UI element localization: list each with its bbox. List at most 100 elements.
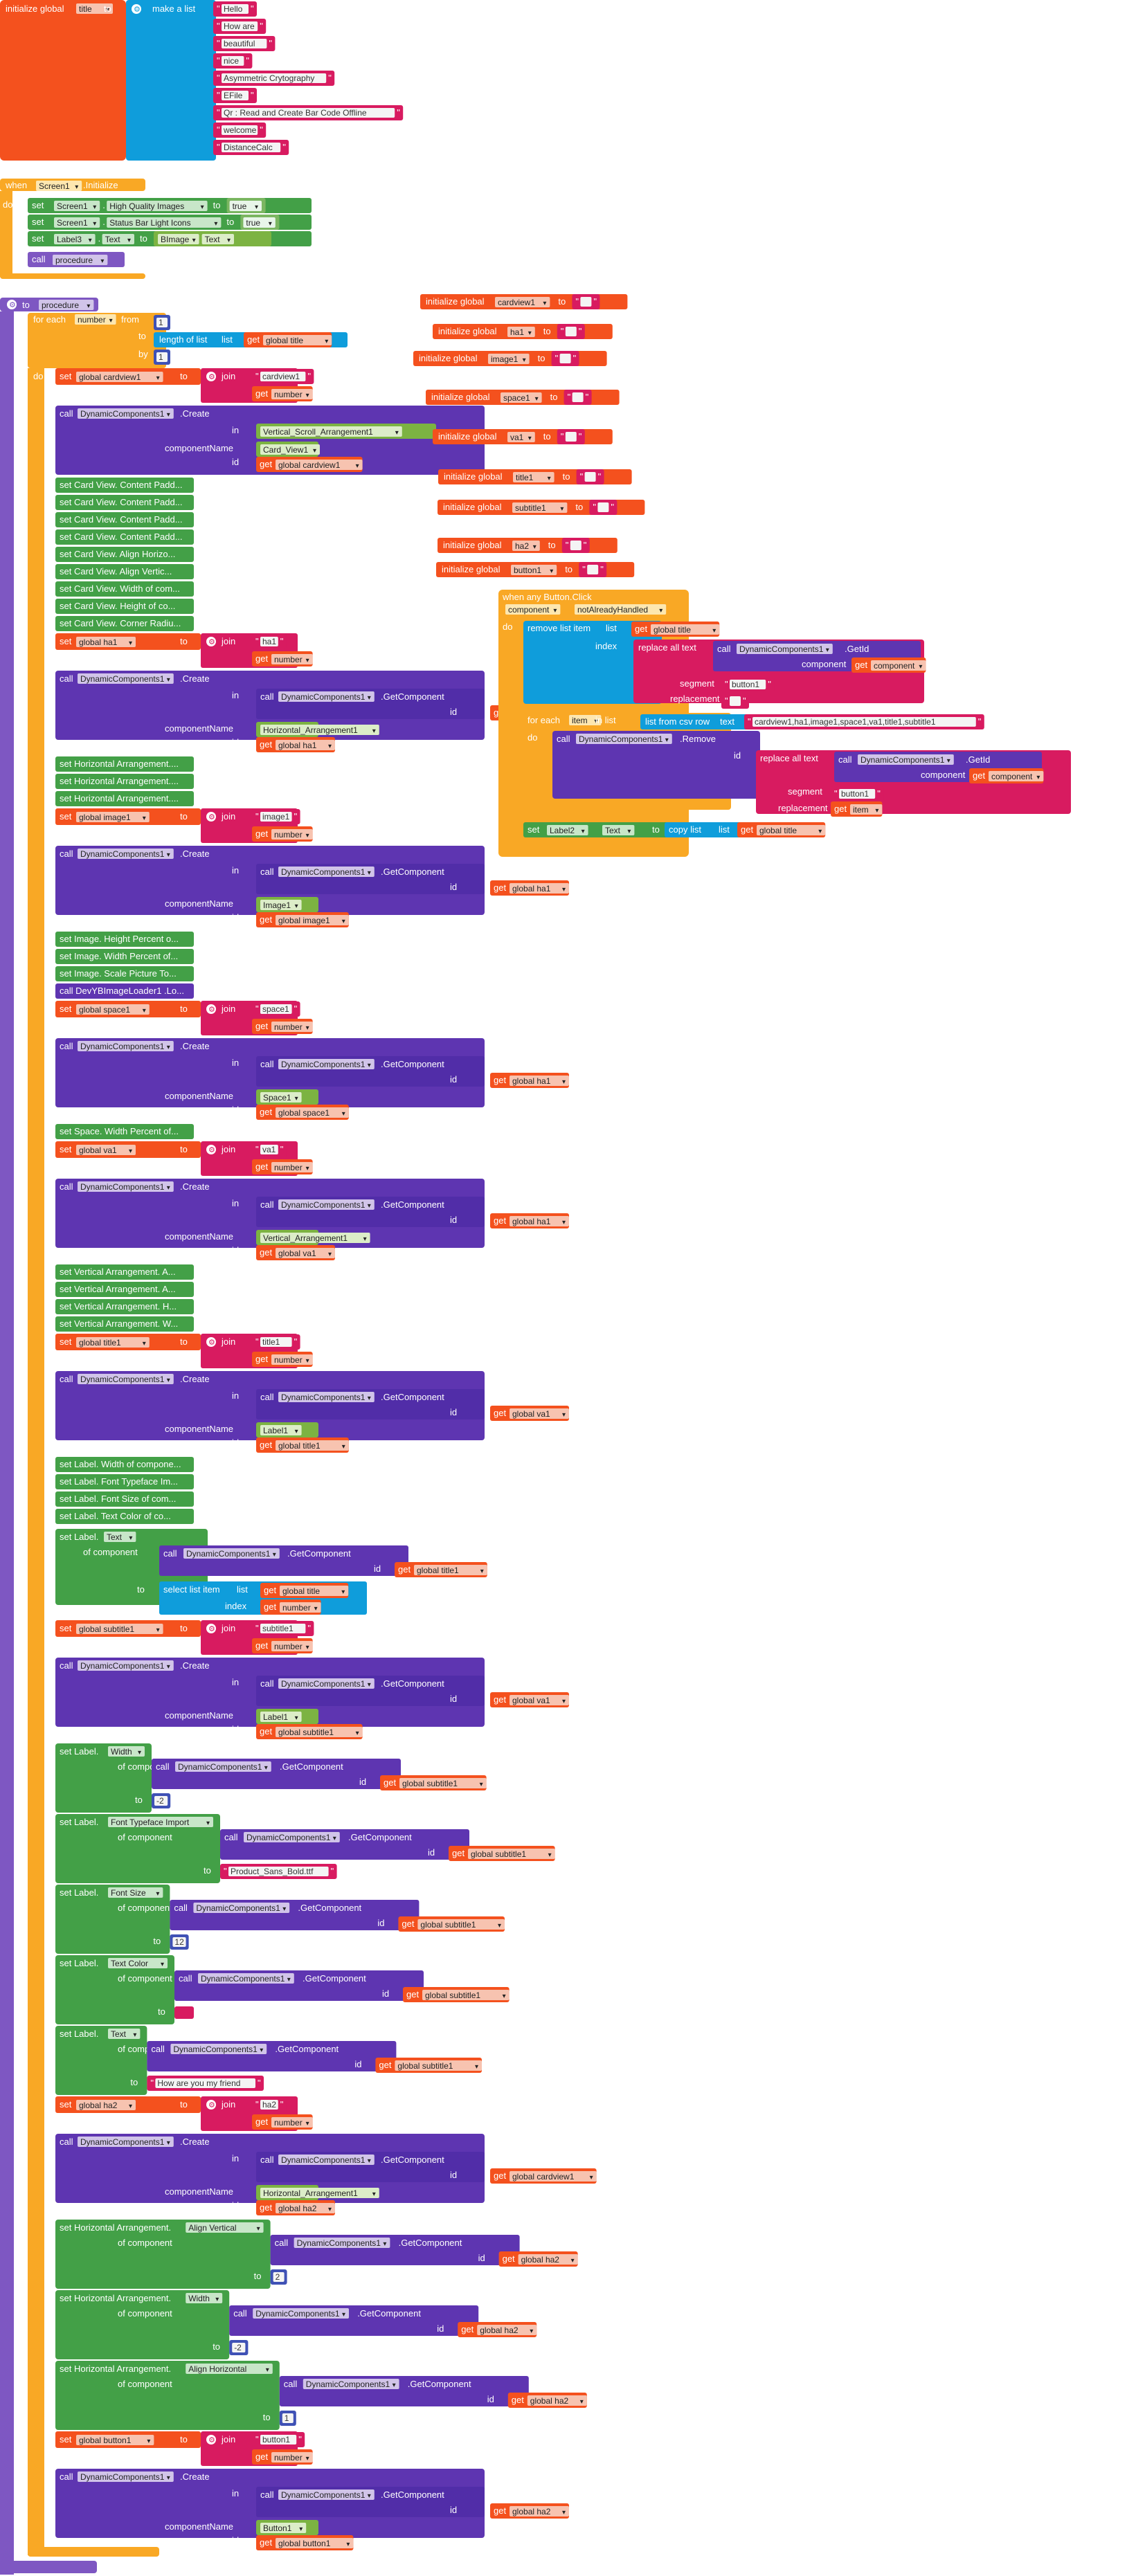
dropdown-field[interactable]	[510, 2506, 569, 2516]
dropdown-field[interactable]	[303, 2379, 399, 2389]
set-generic-property-block[interactable]	[55, 1814, 220, 1883]
dropdown-field[interactable]	[280, 1586, 349, 1596]
dropdown-field[interactable]	[278, 1059, 375, 1069]
mutator-gear-icon[interactable]	[206, 812, 216, 822]
mutator-gear-icon[interactable]	[206, 1337, 216, 1347]
dropdown-field[interactable]	[757, 825, 826, 835]
dropdown-field[interactable]	[276, 915, 349, 925]
text-field[interactable]	[260, 812, 292, 822]
text-field[interactable]	[559, 354, 571, 363]
var-name-field[interactable]	[513, 472, 555, 482]
init-global-title-block[interactable]	[0, 0, 126, 161]
set-property-collapsed-block[interactable]	[55, 1474, 194, 1489]
dropdown-field[interactable]	[54, 201, 100, 211]
dropdown-field[interactable]	[263, 335, 332, 345]
dropdown-field[interactable]	[271, 1162, 313, 1172]
dropdown-field[interactable]	[253, 2308, 349, 2319]
dropdown-field[interactable]	[108, 1817, 213, 1827]
set-generic-property-block[interactable]	[55, 1743, 152, 1813]
set-property-collapsed-block[interactable]	[55, 547, 194, 562]
text-field[interactable]	[260, 1337, 292, 1347]
set-generic-property-block[interactable]	[55, 2026, 147, 2095]
dropdown-field[interactable]	[278, 1199, 375, 1210]
dropdown-field[interactable]	[108, 2029, 141, 2039]
text-field[interactable]	[260, 2100, 278, 2110]
set-property-collapsed-block[interactable]	[55, 1282, 194, 1297]
dropdown-field[interactable]	[276, 2538, 354, 2548]
dropdown-field[interactable]	[518, 2254, 578, 2265]
dropdown-field[interactable]	[108, 1958, 168, 1968]
dropdown-field[interactable]	[276, 740, 335, 750]
dropdown-field[interactable]	[271, 2452, 313, 2462]
dropdown-field[interactable]	[294, 2238, 390, 2248]
dropdown-field[interactable]	[108, 1887, 163, 1898]
dropdown-field[interactable]	[989, 771, 1044, 781]
dropdown-field[interactable]	[278, 691, 375, 702]
dropdown-field[interactable]	[276, 1440, 349, 1451]
dropdown-field[interactable]	[201, 234, 234, 244]
text-field[interactable]	[752, 717, 976, 727]
dropdown-field[interactable]	[260, 2188, 379, 2198]
dropdown-field[interactable]	[576, 734, 672, 744]
set-property-collapsed-block[interactable]	[55, 478, 194, 493]
dropdown-field[interactable]	[417, 1919, 505, 1930]
dynamic-create-block[interactable]	[55, 406, 485, 475]
dropdown-field[interactable]	[651, 624, 720, 635]
set-property-collapsed-block[interactable]	[55, 616, 194, 631]
text-field[interactable]	[597, 502, 609, 512]
set-property-collapsed-block[interactable]	[55, 966, 194, 981]
number-field[interactable]	[154, 1796, 168, 1806]
dropdown-field[interactable]	[260, 2523, 307, 2533]
text-field[interactable]	[572, 392, 584, 402]
dropdown-field[interactable]	[527, 2395, 587, 2406]
text-field[interactable]	[570, 541, 581, 550]
dropdown-field[interactable]	[737, 644, 833, 654]
set-property-collapsed-block[interactable]	[55, 581, 194, 597]
dropdown-field[interactable]	[54, 217, 100, 228]
dropdown-field[interactable]	[76, 1145, 136, 1155]
remove-list-item-block[interactable]	[523, 621, 662, 704]
dropdown-field[interactable]	[107, 217, 222, 228]
dropdown-field[interactable]	[260, 1092, 302, 1103]
dropdown-field[interactable]	[76, 1004, 150, 1015]
set-property-collapsed-block[interactable]	[55, 983, 194, 999]
set-generic-property-block[interactable]	[55, 2361, 280, 2430]
procedure-name-field[interactable]	[39, 300, 94, 310]
dropdown-field[interactable]	[175, 1761, 271, 1772]
set-property-collapsed-block[interactable]	[55, 512, 194, 527]
set-generic-property-block[interactable]	[55, 2290, 230, 2359]
text-field[interactable]	[587, 565, 599, 574]
text-field[interactable]	[222, 4, 249, 14]
dropdown-field[interactable]	[510, 1216, 569, 1226]
var-name-field[interactable]	[511, 565, 557, 575]
text-field[interactable]	[222, 56, 244, 66]
text-field[interactable]	[730, 680, 766, 689]
mutator-gear-icon[interactable]	[206, 637, 216, 646]
dropdown-field[interactable]	[276, 1727, 363, 1737]
dropdown-field[interactable]	[260, 444, 320, 455]
dropdown-field[interactable]	[871, 660, 926, 671]
text-field[interactable]	[222, 125, 258, 135]
dropdown-field[interactable]	[76, 1337, 150, 1348]
set-property-collapsed-block[interactable]	[55, 774, 194, 789]
set-property-collapsed-block[interactable]	[55, 564, 194, 579]
dropdown-field[interactable]	[602, 825, 635, 835]
dropdown-field[interactable]	[36, 181, 82, 191]
dropdown-field[interactable]	[78, 2471, 174, 2482]
text-field[interactable]	[730, 696, 741, 706]
set-property-collapsed-block[interactable]	[55, 1316, 194, 1332]
set-property-collapsed-block[interactable]	[55, 1457, 194, 1472]
dropdown-field[interactable]	[414, 1565, 487, 1575]
dropdown-field[interactable]	[850, 804, 883, 815]
dropdown-field[interactable]	[78, 849, 174, 859]
number-field[interactable]	[273, 2272, 285, 2282]
dropdown-field[interactable]	[170, 2044, 267, 2054]
number-field[interactable]	[156, 352, 168, 362]
var-name-field[interactable]	[495, 297, 550, 307]
dropdown-field[interactable]	[76, 637, 136, 647]
dropdown-field[interactable]	[183, 1548, 280, 1559]
dropdown-field[interactable]	[271, 1354, 313, 1365]
text-field[interactable]	[222, 91, 249, 100]
set-property-collapsed-block[interactable]	[55, 1124, 194, 1139]
dropdown-field[interactable]	[78, 408, 174, 419]
